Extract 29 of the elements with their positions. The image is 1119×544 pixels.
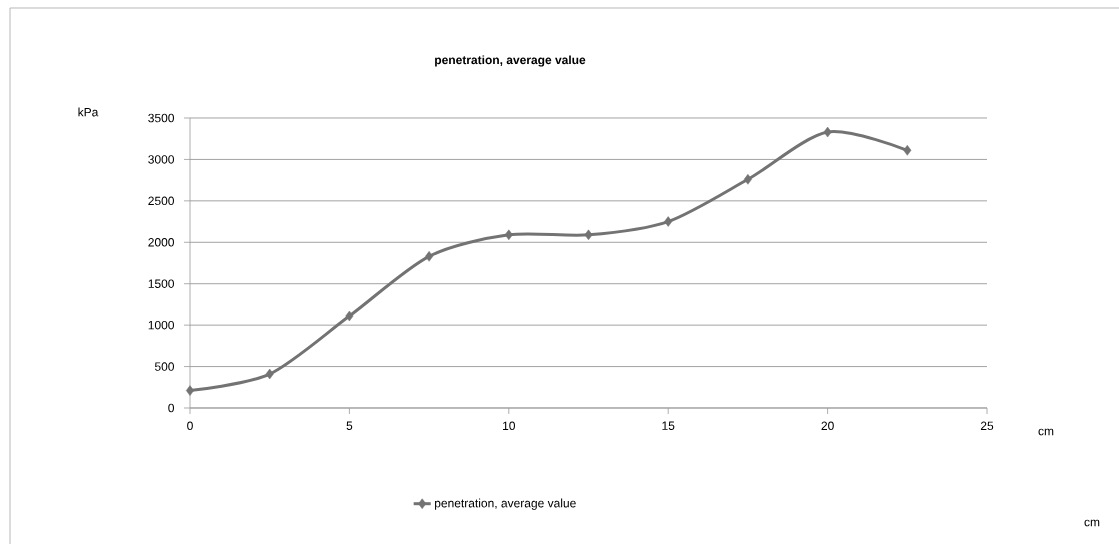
y-tick-label: 1500 [148, 279, 174, 288]
x-tick-label: 15 [662, 421, 675, 430]
y-tick-label: 500 [154, 362, 174, 371]
y-tick-label: 2500 [148, 196, 174, 206]
y-tick-label: 3000 [148, 155, 174, 164]
point [425, 251, 434, 262]
x-tick-label: 20 [821, 421, 834, 431]
point [265, 368, 274, 380]
point [823, 126, 832, 138]
y-tick-label: 3500 [148, 113, 174, 123]
text: cm [1084, 519, 1100, 527]
point [903, 145, 912, 156]
chart-title: penetration, average value [435, 55, 586, 67]
legend-label: penetration, average value [435, 498, 576, 510]
point [186, 385, 194, 396]
y-tick-label: 1000 [148, 320, 174, 330]
point [743, 174, 752, 185]
y-axis-title: kPa [78, 107, 99, 117]
x-tick-label: 10 [503, 421, 516, 431]
point [345, 310, 354, 322]
point [664, 216, 673, 227]
x-tick-label: 5 [346, 421, 353, 430]
x-tick-label: 0 [187, 421, 193, 431]
point [504, 229, 513, 241]
point [584, 229, 593, 241]
x-tick-label: 25 [980, 421, 994, 431]
y-tick-label: 2000 [148, 238, 174, 247]
x-axis-title: cm [1038, 428, 1054, 436]
y-tick-label: 0 [168, 403, 175, 413]
